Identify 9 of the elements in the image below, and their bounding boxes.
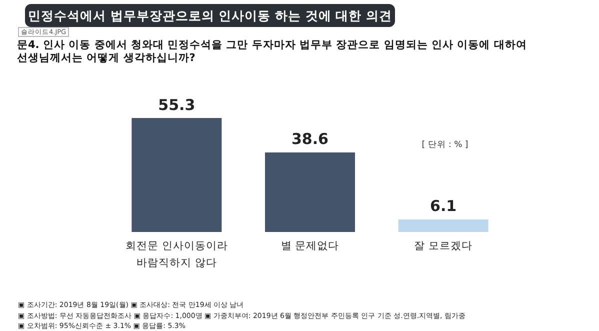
x-tick-label: 회전문 인사이동이라 바람직하지 않다: [124, 239, 229, 271]
data-label: 38.6: [290, 130, 330, 148]
x-tick-label: 별 문제없다: [280, 239, 340, 254]
data-label: 55.3: [157, 96, 196, 114]
annotation: [ 단위 : % ]: [420, 139, 470, 151]
chart-subtitle: 문4. 인사 이동 중에서 청와대 민정수석을 그만 두자마자 법무부 장관으로 임명되는 인사 이동에 대하여 선생님께서는 어떻게 생각하십니까?: [17, 39, 528, 65]
chart-title: 민정수석에서 법무부장관으로의 인사이동 하는 것에 대한 의견: [25, 4, 395, 27]
x-tick-label: 잘 모르겠다: [413, 239, 474, 254]
data-label: 6.1: [429, 197, 458, 216]
